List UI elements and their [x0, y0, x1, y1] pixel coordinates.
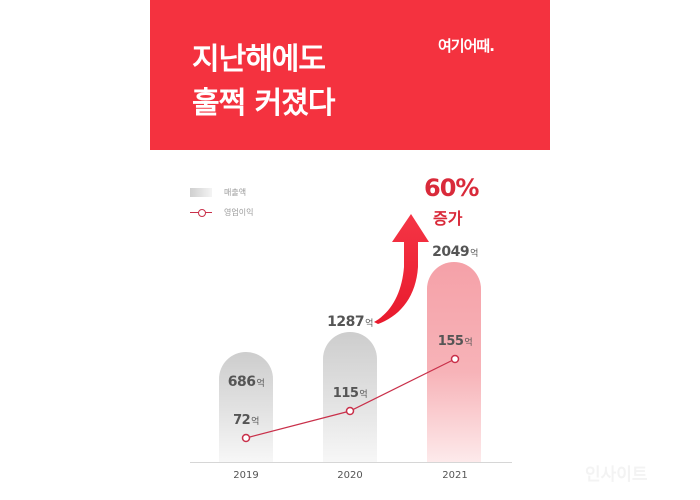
x-tick-2019: 2019 — [233, 470, 259, 481]
legend-item-operating-profit: 영업이익 — [190, 202, 253, 222]
watermark: 인사이트 — [585, 465, 648, 485]
profit-point-2020 — [345, 406, 355, 416]
revenue-label-2020: 1287억 — [327, 314, 373, 330]
headline-line-1: 지난해에도 — [192, 42, 326, 77]
revenue-label-2019: 686억 — [227, 374, 265, 390]
x-axis-line — [190, 462, 512, 463]
revenue-label-2021: 2049억 — [432, 244, 478, 260]
up-arrow-icon — [374, 214, 429, 324]
profit-point-2019 — [241, 433, 251, 443]
legend-label: 매출액 — [224, 187, 247, 197]
legend-item-revenue: 매출액 — [190, 182, 253, 202]
growth-label: 증가 — [433, 209, 463, 228]
growth-percent: 60% — [424, 174, 479, 202]
headline-line-2: 훌쩍 커졌다 — [192, 86, 335, 121]
header-banner: 지난해에도 훌쩍 커졌다 여기어때. — [150, 0, 550, 150]
x-tick-2020: 2020 — [337, 470, 363, 481]
headline: 지난해에도 훌쩍 커졌다 — [192, 38, 335, 126]
profit-label-2021: 155억 — [437, 334, 473, 349]
bar-2019 — [219, 352, 273, 462]
profit-label-2019: 72억 — [233, 413, 259, 428]
x-tick-2021: 2021 — [442, 470, 468, 481]
bar-swatch-icon — [190, 187, 212, 197]
chart-legend: 매출액 영업이익 — [190, 182, 253, 222]
line-marker-icon — [190, 208, 212, 217]
legend-label: 영업이익 — [224, 207, 254, 217]
profit-point-2021 — [450, 354, 460, 364]
profit-label-2020: 115억 — [332, 386, 368, 401]
brand-logo: 여기어때. — [438, 37, 495, 55]
bar-2020 — [323, 332, 377, 462]
